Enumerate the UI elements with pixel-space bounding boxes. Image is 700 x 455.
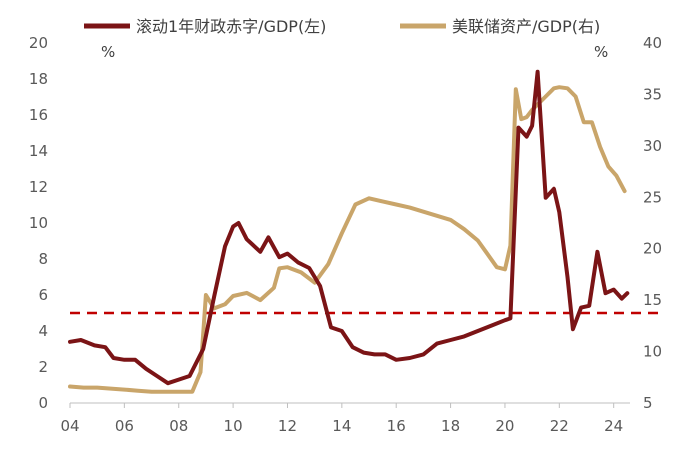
x-tick-label: 04 [60, 417, 79, 435]
right-axis-unit: % [594, 43, 608, 61]
x-tick-label: 16 [387, 417, 406, 435]
left-axis-unit: % [101, 43, 115, 61]
x-tick-label: 22 [550, 417, 569, 435]
x-tick-label: 20 [495, 417, 514, 435]
x-tick-label: 08 [169, 417, 188, 435]
left-tick-label: 16 [29, 106, 48, 124]
x-tick-label: 14 [332, 417, 351, 435]
left-tick-label: 10 [29, 214, 48, 232]
right-tick-label: 15 [643, 291, 662, 309]
right-tick-label: 20 [643, 240, 662, 258]
right-tick-label: 5 [643, 394, 653, 412]
left-tick-label: 4 [38, 322, 48, 340]
right-tick-label: 35 [643, 85, 662, 103]
right-axis-ticks: 5 10 15 20 25 30 35 40 [643, 34, 662, 412]
legend-label-fed-assets: 美联储资产/GDP(右) [452, 17, 600, 36]
left-tick-label: 0 [38, 394, 48, 412]
x-tick-label: 24 [604, 417, 623, 435]
left-tick-label: 18 [29, 70, 48, 88]
left-tick-label: 6 [38, 286, 48, 304]
left-tick-label: 14 [29, 142, 48, 160]
left-axis-ticks: 0 2 4 6 8 10 12 14 16 18 20 [29, 34, 48, 412]
left-tick-label: 12 [29, 178, 48, 196]
x-tick-label: 12 [278, 417, 297, 435]
x-tick-label: 06 [115, 417, 134, 435]
x-axis-ticks: 04 06 08 10 12 14 16 18 20 22 24 [60, 403, 623, 435]
right-tick-label: 40 [643, 34, 662, 52]
plot-area [68, 69, 660, 394]
left-tick-label: 2 [38, 358, 48, 376]
legend: 滚动1年财政赤字/GDP(左) 美联储资产/GDP(右) [84, 17, 600, 36]
legend-label-deficit: 滚动1年财政赤字/GDP(左) [136, 17, 326, 36]
x-tick-label: 18 [441, 417, 460, 435]
right-tick-label: 30 [643, 137, 662, 155]
left-tick-label: 20 [29, 34, 48, 52]
right-tick-label: 25 [643, 188, 662, 206]
series-line-fed-assets [68, 85, 627, 394]
right-tick-label: 10 [643, 343, 662, 361]
x-tick-label: 10 [224, 417, 243, 435]
series-line-deficit [68, 69, 630, 386]
left-tick-label: 8 [38, 250, 48, 268]
